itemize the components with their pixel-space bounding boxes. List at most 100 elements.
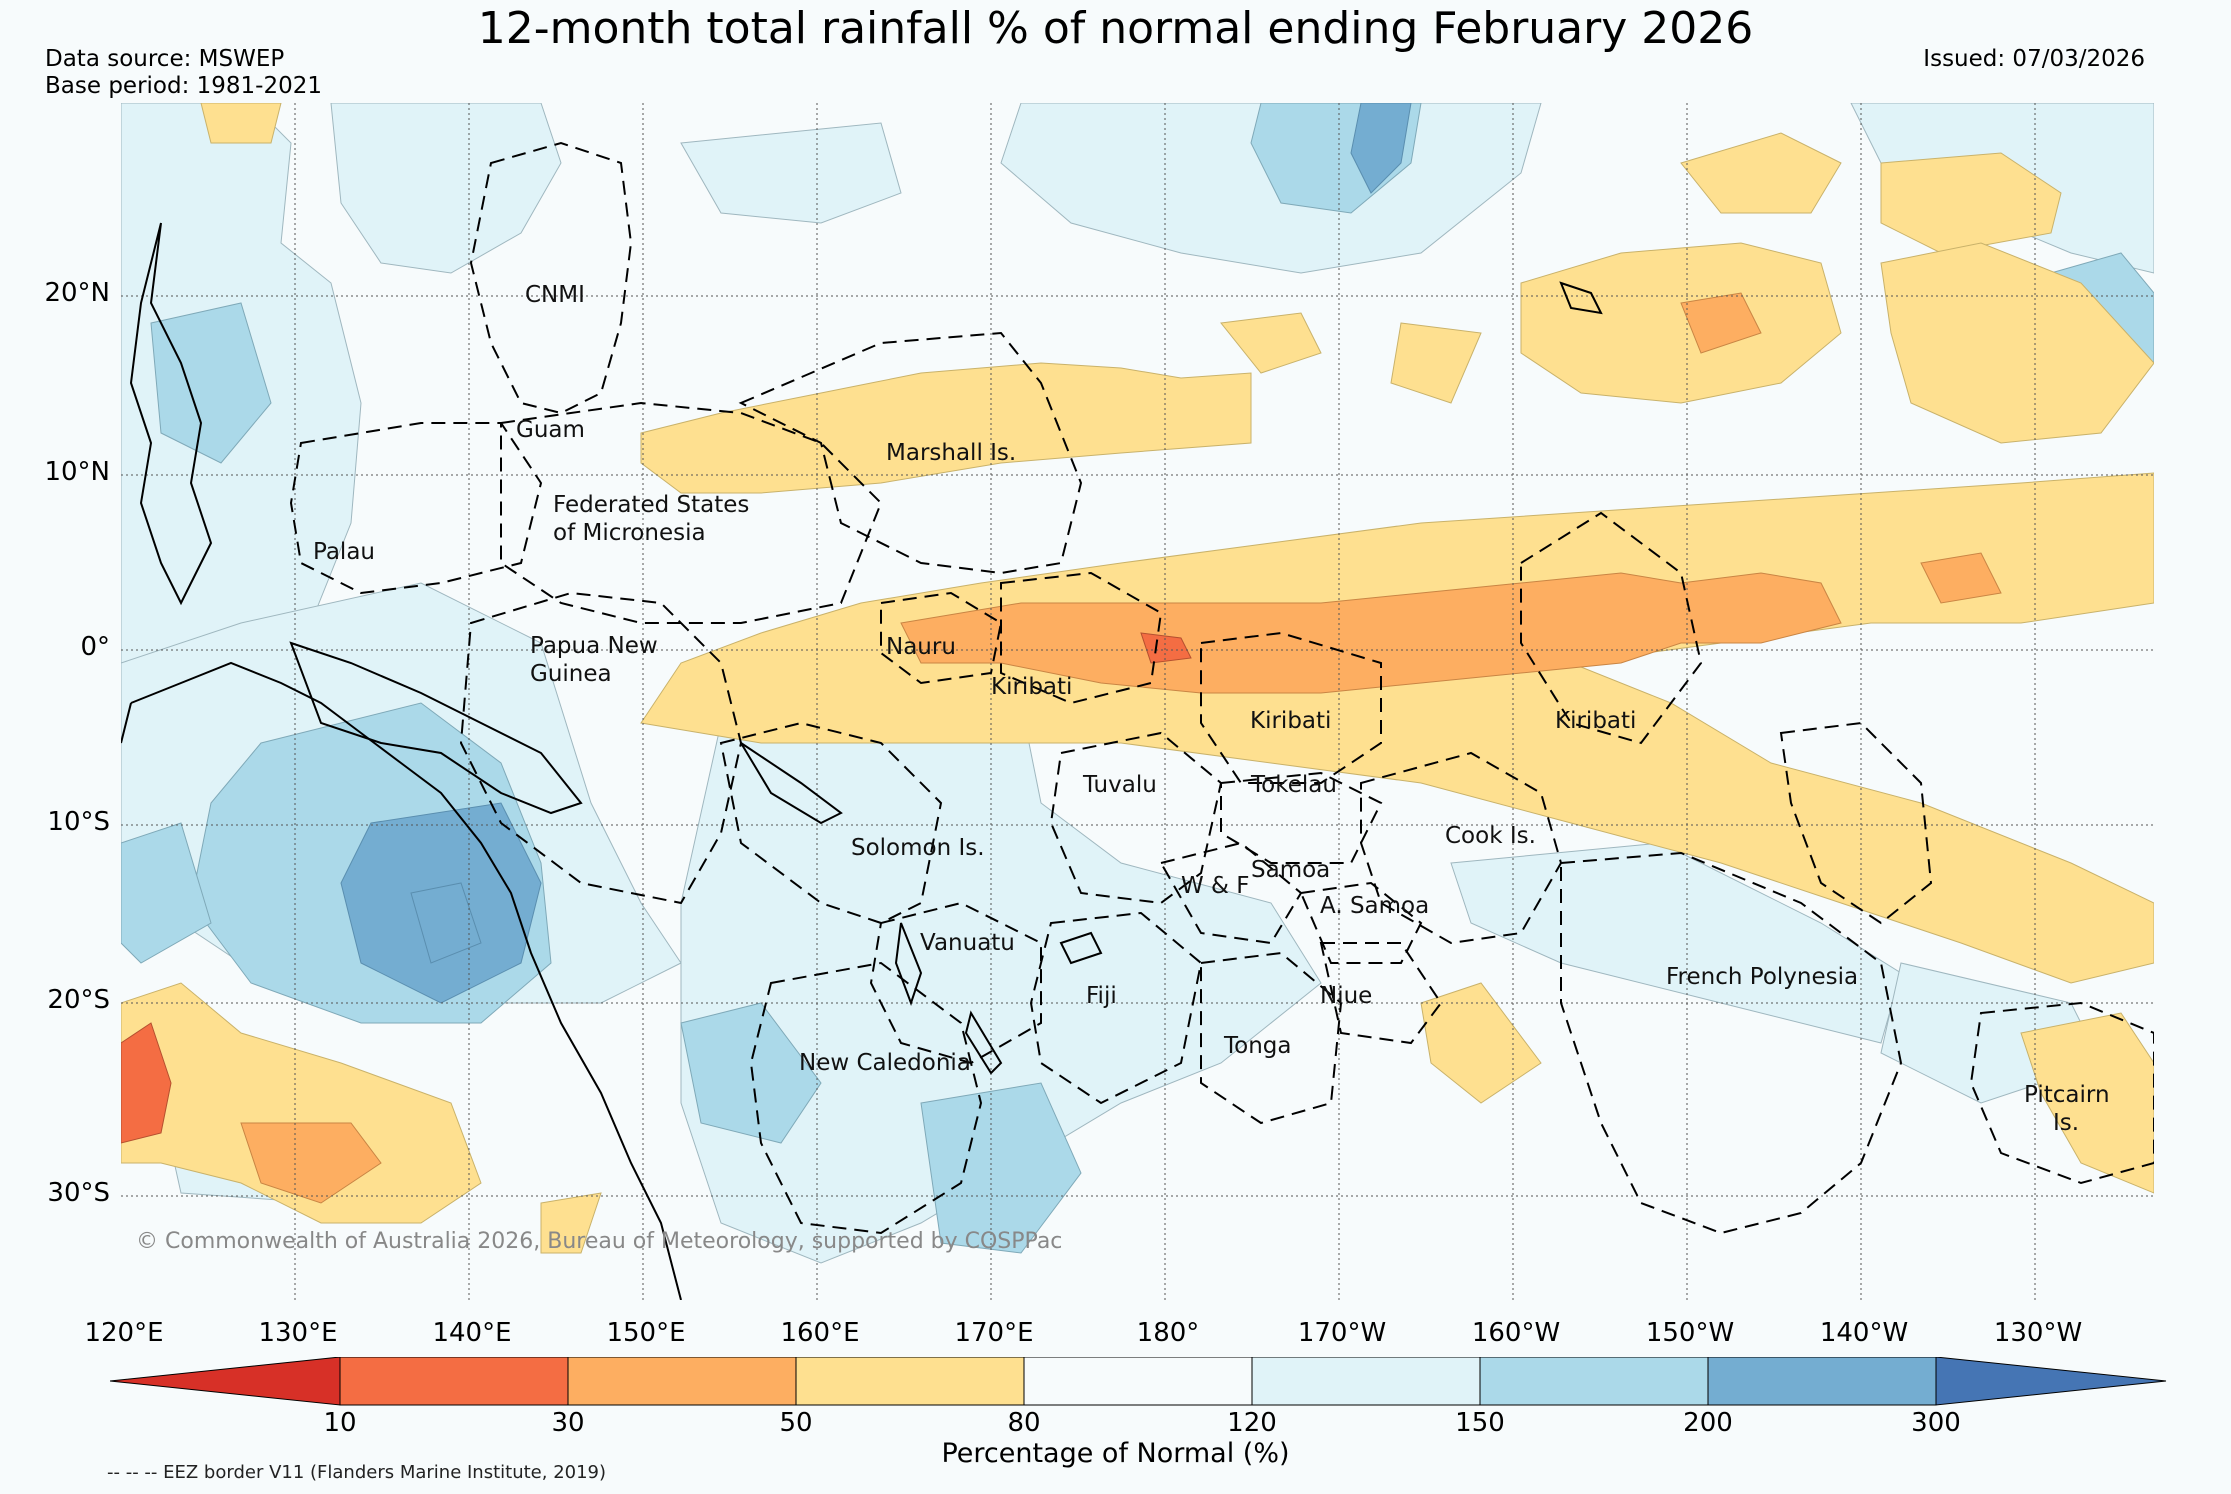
label-png-2: Guinea <box>530 661 612 687</box>
colorbar-tick-50: 50 <box>779 1408 813 1438</box>
lon-label-160e: 160°E <box>780 1318 860 1348</box>
eez-legend-note: -- -- -- EEZ border V11 (Flanders Marine… <box>107 1462 607 1483</box>
label-fsm-2: of Micronesia <box>553 520 706 546</box>
anomaly-200-300 <box>340 103 1412 1004</box>
hawaii-coast <box>1559 281 1603 315</box>
eez-fiji <box>1029 911 1203 1105</box>
lon-label-160w: 160°W <box>1471 1318 1561 1348</box>
colorbar-tick-300: 300 <box>1911 1408 1961 1438</box>
solomon-islands-coast <box>740 742 843 825</box>
eez-niue <box>1319 942 1443 1045</box>
colorbar-segment-150-200 <box>1479 1357 1709 1406</box>
label-tokelau: Tokelau <box>1250 772 1337 798</box>
data-source: Data source: MSWEP <box>45 46 285 72</box>
colorbar-segment-30-50 <box>567 1357 797 1406</box>
colorbar-tick-120: 120 <box>1227 1408 1277 1438</box>
eez-wf <box>1159 841 1303 945</box>
lon-label-140e: 140°E <box>432 1318 512 1348</box>
label-wf: W & F <box>1181 873 1250 899</box>
label-kiribati-west: Kiribati <box>991 674 1072 700</box>
label-pitcairn-1: Pitcairn <box>2024 1082 2110 1108</box>
label-newcal: New Caledonia <box>799 1050 971 1076</box>
label-fsm-1: Federated States <box>553 492 749 518</box>
eez-marshall <box>738 331 1083 575</box>
label-asamoa: A. Samoa <box>1320 893 1429 919</box>
label-tonga: Tonga <box>1223 1033 1291 1059</box>
label-pitcairn-2: Is. <box>2053 1110 2079 1136</box>
label-samoa: Samoa <box>1251 857 1330 883</box>
colorbar-tick-30: 30 <box>551 1408 585 1438</box>
lon-label-130w: 130°W <box>1993 1318 2083 1348</box>
lon-label-150w: 150°W <box>1645 1318 1735 1348</box>
graticule <box>121 103 2154 1300</box>
eez-png <box>459 591 743 905</box>
fiji-coast <box>1059 931 1103 965</box>
new-caledonia-coast <box>964 1010 1003 1075</box>
colorbar-title: Percentage of Normal (%) <box>941 1438 1290 1469</box>
label-marshall: Marshall Is. <box>886 440 1016 466</box>
colorbar-segment-200-300 <box>1707 1357 1937 1406</box>
anomaly-30-50 <box>240 292 2002 1204</box>
eez-cnmi <box>469 141 633 415</box>
vanuatu-coast <box>894 922 923 1006</box>
lon-label-140w: 140°W <box>1819 1318 1909 1348</box>
colorbar-segment-80-120 <box>1023 1357 1253 1406</box>
lat-label-30s: 30°S <box>47 1178 110 1208</box>
lon-label-170w: 170°W <box>1297 1318 1387 1348</box>
colorbar-tick-10: 10 <box>323 1408 357 1438</box>
eez-samoa <box>1299 881 1423 964</box>
lon-label-180: 180° <box>1136 1318 1200 1348</box>
eez-tuvalu <box>1049 731 1223 905</box>
australia-coast <box>130 661 682 1300</box>
eez-fsm <box>500 401 883 624</box>
new-guinea-coast <box>289 641 583 815</box>
colorbar-segment-120-150 <box>1251 1357 1481 1406</box>
lat-label-0: 0° <box>80 632 110 662</box>
colorbar <box>110 1357 2167 1406</box>
label-fiji: Fiji <box>1086 983 1117 1009</box>
australia-west-coast <box>121 702 132 744</box>
lon-label-170e: 170°E <box>954 1318 1034 1348</box>
eez-kiribati-east <box>1520 511 1703 745</box>
eez-cook <box>1360 751 1563 945</box>
label-nauru: Nauru <box>886 634 956 660</box>
label-png-1: Papua New <box>530 633 658 659</box>
map-canvas: CNMI Guam Marshall Is. Federated States … <box>121 103 2154 1300</box>
label-solomon: Solomon Is. <box>851 835 985 861</box>
label-french-polynesia: French Polynesia <box>1666 964 1858 990</box>
eez-tonga <box>1200 951 1343 1125</box>
lon-label-130e: 130°E <box>258 1318 338 1348</box>
eez-marquesas <box>1779 721 1933 925</box>
eez-borders <box>289 141 2154 1235</box>
colorbar-segment-gt300 <box>1935 1357 2167 1406</box>
issued-date: Issued: 07/03/2026 <box>1923 46 2145 72</box>
lat-label-20s: 20°S <box>47 985 110 1015</box>
map-metadata: Data source: MSWEP Base period: 1981-202… <box>45 46 322 100</box>
anomaly-10-30 <box>121 632 1192 1144</box>
eez-palau <box>289 422 543 595</box>
lon-label-120e: 120°E <box>84 1318 164 1348</box>
philippines-coast <box>129 222 213 606</box>
copyright-notice: © Commonwealth of Australia 2026, Bureau… <box>136 1229 1062 1254</box>
colorbar-segment-50-80 <box>795 1357 1025 1406</box>
label-kiribati-central: Kiribati <box>1250 708 1331 734</box>
base-period: Base period: 1981-2021 <box>45 73 323 99</box>
label-niue: Niue <box>1320 983 1372 1009</box>
map-title: 12-month total rainfall % of normal endi… <box>477 3 1754 54</box>
lat-label-10n: 10°N <box>44 457 110 487</box>
colorbar-segment-10-30 <box>339 1357 569 1406</box>
label-cook: Cook Is. <box>1445 823 1536 849</box>
eez-pitcairn <box>1969 1001 2154 1185</box>
colorbar-tick-150: 150 <box>1455 1408 1505 1438</box>
eez-newcal <box>749 961 983 1235</box>
colorbar-segment-lt10 <box>110 1357 341 1406</box>
coastlines <box>121 222 1603 1300</box>
colorbar-tick-200: 200 <box>1683 1408 1733 1438</box>
region-labels: CNMI Guam Marshall Is. Federated States … <box>313 282 2110 1136</box>
lat-label-10s: 10°S <box>47 807 110 837</box>
eez-vanuatu <box>869 901 1042 1065</box>
eez-tokelau <box>1220 771 1383 864</box>
label-vanuatu: Vanuatu <box>920 930 1015 956</box>
label-guam: Guam <box>516 417 585 443</box>
rainfall-map: CNMI Guam Marshall Is. Federated States … <box>121 103 2154 1300</box>
